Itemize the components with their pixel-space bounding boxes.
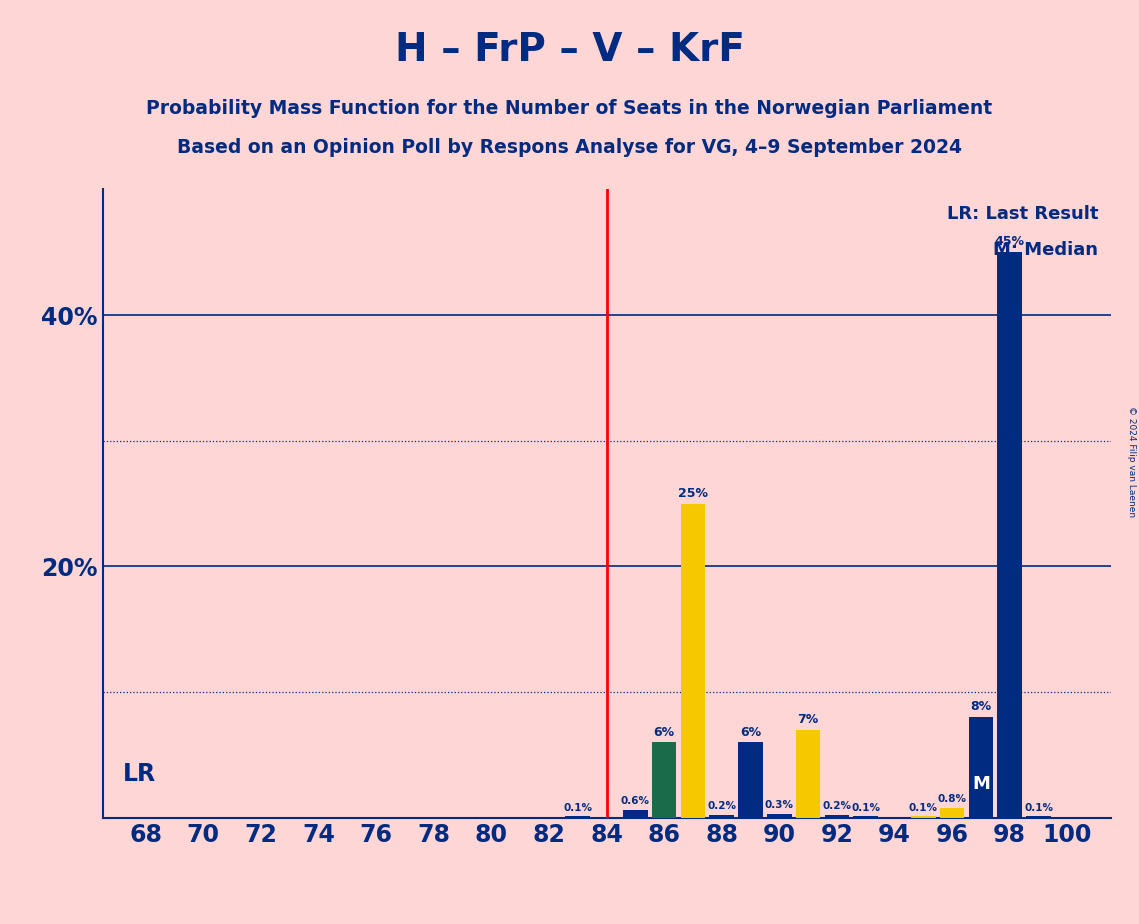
Bar [853,817,878,818]
Text: LR: Last Result: LR: Last Result [947,205,1098,223]
Text: M: M [972,774,990,793]
Text: H – FrP – V – KrF: H – FrP – V – KrF [394,31,745,69]
Text: 0.1%: 0.1% [851,803,880,813]
Bar [968,717,993,818]
Text: © 2024 Filip van Laenen: © 2024 Filip van Laenen [1126,407,1136,517]
Text: 7%: 7% [797,713,819,726]
Bar [623,810,648,818]
Bar [652,742,677,818]
Text: 25%: 25% [678,487,708,500]
Bar [911,817,935,818]
Bar [738,742,763,818]
Text: LR: LR [123,761,156,785]
Text: 0.1%: 0.1% [563,803,592,813]
Bar [710,815,734,818]
Bar [565,817,590,818]
Bar [1026,817,1051,818]
Text: 6%: 6% [654,725,674,738]
Text: 0.2%: 0.2% [822,801,852,811]
Bar [825,815,850,818]
Text: 0.1%: 0.1% [909,803,937,813]
Bar [681,504,705,818]
Bar [940,808,965,818]
Text: 45%: 45% [994,236,1025,249]
Bar [998,252,1022,818]
Text: 0.8%: 0.8% [937,794,967,804]
Text: 0.2%: 0.2% [707,801,736,811]
Bar [767,814,792,818]
Bar [796,730,820,818]
Text: 8%: 8% [970,700,991,713]
Text: 0.6%: 0.6% [621,796,650,807]
Text: 0.1%: 0.1% [1024,803,1054,813]
Text: Probability Mass Function for the Number of Seats in the Norwegian Parliament: Probability Mass Function for the Number… [147,99,992,118]
Text: 0.3%: 0.3% [764,800,794,810]
Text: M: Median: M: Median [993,241,1098,259]
Text: 6%: 6% [740,725,761,738]
Text: Based on an Opinion Poll by Respons Analyse for VG, 4–9 September 2024: Based on an Opinion Poll by Respons Anal… [177,138,962,157]
